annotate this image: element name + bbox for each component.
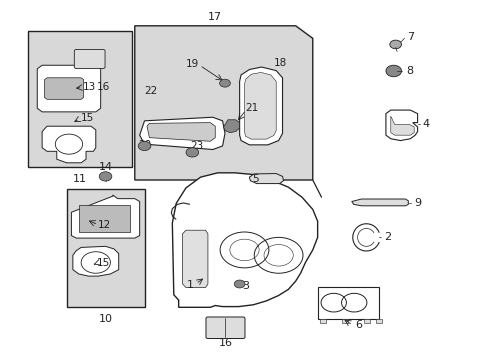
Text: 11: 11 xyxy=(73,174,87,184)
Text: 7: 7 xyxy=(406,32,413,42)
Polygon shape xyxy=(37,65,101,112)
Text: 5: 5 xyxy=(251,174,258,184)
Text: 18: 18 xyxy=(273,58,286,68)
Text: 14: 14 xyxy=(98,162,112,172)
Bar xyxy=(27,31,132,167)
Polygon shape xyxy=(44,78,83,99)
Text: 1: 1 xyxy=(186,280,193,290)
Text: 13: 13 xyxy=(83,82,96,93)
Text: 20: 20 xyxy=(138,140,151,150)
Polygon shape xyxy=(71,195,140,238)
Circle shape xyxy=(185,148,198,157)
Text: 4: 4 xyxy=(422,120,428,129)
Polygon shape xyxy=(135,26,312,180)
Text: 23: 23 xyxy=(190,141,203,151)
Polygon shape xyxy=(42,126,96,163)
Text: 8: 8 xyxy=(406,66,413,76)
Polygon shape xyxy=(390,116,413,135)
Text: 22: 22 xyxy=(144,86,157,96)
Text: 16: 16 xyxy=(97,82,110,93)
Bar xyxy=(66,189,144,307)
Text: 19: 19 xyxy=(185,59,199,69)
Circle shape xyxy=(389,40,401,49)
Bar xyxy=(317,287,378,319)
Polygon shape xyxy=(147,123,215,141)
Text: 6: 6 xyxy=(355,320,362,330)
Circle shape xyxy=(99,172,112,181)
Polygon shape xyxy=(239,67,282,145)
Text: 16: 16 xyxy=(218,338,232,348)
Circle shape xyxy=(234,280,244,288)
Bar xyxy=(363,319,369,323)
Text: 12: 12 xyxy=(98,220,111,230)
Text: 17: 17 xyxy=(208,12,222,22)
Circle shape xyxy=(219,79,230,87)
Bar xyxy=(79,205,130,232)
Text: 15: 15 xyxy=(96,258,109,268)
Text: 15: 15 xyxy=(81,113,94,123)
Polygon shape xyxy=(385,110,417,140)
Polygon shape xyxy=(223,120,239,133)
Text: 21: 21 xyxy=(245,103,259,113)
Circle shape xyxy=(385,65,401,77)
Polygon shape xyxy=(249,174,283,184)
Polygon shape xyxy=(140,117,224,149)
Circle shape xyxy=(138,141,151,150)
Polygon shape xyxy=(73,246,119,276)
Bar xyxy=(320,319,325,323)
Bar xyxy=(341,319,347,323)
Text: 9: 9 xyxy=(413,198,420,208)
Polygon shape xyxy=(244,72,276,139)
Polygon shape xyxy=(182,230,207,288)
Text: 3: 3 xyxy=(242,281,249,291)
Text: 2: 2 xyxy=(384,232,390,242)
FancyBboxPatch shape xyxy=(74,49,105,68)
Bar xyxy=(375,319,381,323)
Polygon shape xyxy=(351,199,407,206)
FancyBboxPatch shape xyxy=(205,317,244,338)
Polygon shape xyxy=(172,173,317,307)
Text: 10: 10 xyxy=(98,314,112,324)
